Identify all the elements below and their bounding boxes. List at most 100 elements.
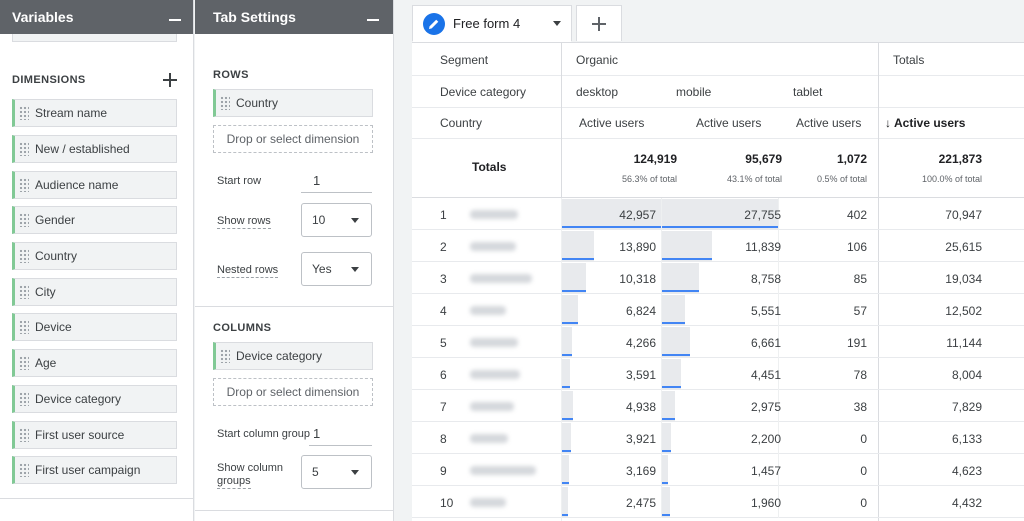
- pencil-icon[interactable]: [423, 12, 445, 35]
- cell-tablet[interactable]: 0: [860, 464, 867, 478]
- cell-tablet[interactable]: 57: [853, 304, 867, 318]
- drag-handle-icon[interactable]: [19, 392, 29, 406]
- cell-mobile[interactable]: 11,839: [745, 240, 781, 254]
- dimension-chip[interactable]: New / established: [12, 135, 177, 163]
- add-tab-button[interactable]: [576, 5, 622, 41]
- cell-mobile[interactable]: 5,551: [750, 304, 781, 318]
- dimension-chip[interactable]: Age: [12, 349, 177, 377]
- cell-desktop[interactable]: 6,824: [625, 304, 656, 318]
- cell-desktop[interactable]: 3,169: [625, 464, 656, 478]
- collapse-icon[interactable]: [367, 19, 379, 21]
- show-column-groups-select[interactable]: 5: [301, 455, 372, 489]
- drag-handle-icon[interactable]: [19, 320, 29, 334]
- report-canvas: Free form 4 Segment Organic Totals Devic…: [395, 0, 1024, 521]
- dimension-chip[interactable]: Device: [12, 313, 177, 341]
- mobile-bar: [662, 199, 778, 229]
- cell-total[interactable]: 25,615: [945, 240, 982, 254]
- cell-total[interactable]: 7,829: [951, 400, 982, 414]
- cell-total[interactable]: 19,034: [945, 272, 982, 286]
- cell-mobile[interactable]: 2,975: [750, 400, 781, 414]
- tab-menu-caret-icon[interactable]: [553, 21, 561, 26]
- cell-total[interactable]: 4,623: [951, 464, 982, 478]
- start-column-group-input[interactable]: 1: [313, 426, 321, 441]
- metric-header-mobile[interactable]: Active users: [696, 116, 762, 130]
- metric-header-tablet[interactable]: Active users: [796, 116, 862, 130]
- drag-handle-icon[interactable]: [19, 213, 29, 227]
- drag-handle-icon[interactable]: [19, 428, 29, 442]
- cell-tablet[interactable]: 38: [853, 400, 867, 414]
- cell-tablet[interactable]: 0: [860, 432, 867, 446]
- cell-desktop[interactable]: 10,318: [619, 272, 656, 286]
- dimension-chip[interactable]: Country: [12, 242, 177, 270]
- segment-value[interactable]: Organic: [576, 53, 619, 67]
- show-rows-select[interactable]: 10: [301, 203, 372, 237]
- cell-mobile[interactable]: 6,661: [750, 336, 781, 350]
- cell-total[interactable]: 70,947: [945, 208, 982, 222]
- rows-drop-zone[interactable]: Drop or select dimension: [213, 125, 373, 153]
- row-divider: [412, 325, 1024, 326]
- add-dimension-icon[interactable]: [163, 73, 177, 87]
- dimension-chip[interactable]: Gender: [12, 206, 177, 234]
- dimension-label: Device category: [35, 392, 122, 406]
- cell-mobile[interactable]: 1,457: [750, 464, 781, 478]
- drag-handle-icon[interactable]: [19, 356, 29, 370]
- row-rank: 9: [440, 464, 447, 478]
- cell-total[interactable]: 12,502: [945, 304, 982, 318]
- dimension-chip[interactable]: First user campaign: [12, 456, 177, 484]
- collapse-icon[interactable]: [169, 19, 181, 21]
- column-header-desktop[interactable]: desktop: [576, 85, 619, 99]
- start-row-input[interactable]: 1: [313, 173, 321, 188]
- drag-handle-icon[interactable]: [19, 142, 29, 156]
- cell-desktop[interactable]: 3,591: [625, 368, 656, 382]
- nested-rows-value: Yes: [312, 262, 332, 276]
- dimension-chip[interactable]: Device category: [12, 385, 177, 413]
- drag-handle-icon[interactable]: [19, 178, 29, 192]
- column-header-tablet[interactable]: tablet: [793, 85, 823, 99]
- cell-mobile[interactable]: 4,451: [750, 368, 781, 382]
- column-divider: [661, 422, 662, 454]
- cell-total[interactable]: 11,144: [946, 336, 982, 350]
- show-rows-label: Show rows: [217, 215, 271, 229]
- cell-desktop[interactable]: 4,266: [625, 336, 656, 350]
- cell-desktop[interactable]: 3,921: [625, 432, 656, 446]
- cell-desktop[interactable]: 42,957: [619, 208, 656, 222]
- sorted-metric-label: Active users: [894, 116, 966, 130]
- cell-total[interactable]: 6,133: [951, 432, 982, 446]
- total-all-percent: 100.0% of total: [921, 174, 982, 184]
- drag-handle-icon[interactable]: [19, 249, 29, 263]
- dimension-chip[interactable]: First user source: [12, 421, 177, 449]
- cell-mobile[interactable]: 2,200: [750, 432, 781, 446]
- rows-dimension-chip[interactable]: Country: [213, 89, 373, 117]
- column-header-mobile[interactable]: mobile: [676, 85, 712, 99]
- cell-mobile[interactable]: 8,758: [750, 272, 781, 286]
- cell-desktop[interactable]: 4,938: [625, 400, 656, 414]
- drag-handle-icon[interactable]: [220, 96, 230, 110]
- cell-tablet[interactable]: 402: [846, 208, 867, 222]
- cell-mobile[interactable]: 27,755: [744, 208, 781, 222]
- cell-tablet[interactable]: 106: [846, 240, 867, 254]
- cell-tablet[interactable]: 78: [853, 368, 867, 382]
- cell-desktop[interactable]: 13,890: [619, 240, 656, 254]
- drag-handle-icon[interactable]: [220, 349, 230, 363]
- cell-tablet[interactable]: 85: [853, 272, 867, 286]
- cell-tablet[interactable]: 0: [860, 496, 867, 510]
- nested-rows-select[interactable]: Yes: [301, 252, 372, 286]
- cell-desktop[interactable]: 2,475: [625, 496, 656, 510]
- tab-free-form[interactable]: Free form 4: [412, 5, 572, 42]
- drag-handle-icon[interactable]: [19, 463, 29, 477]
- dimension-chip[interactable]: Stream name: [12, 99, 177, 127]
- cell-mobile[interactable]: 1,960: [750, 496, 781, 510]
- dimension-chip[interactable]: Audience name: [12, 171, 177, 199]
- cell-tablet[interactable]: 191: [846, 336, 867, 350]
- columns-drop-zone[interactable]: Drop or select dimension: [213, 378, 373, 406]
- drag-handle-icon[interactable]: [19, 106, 29, 120]
- cell-total[interactable]: 8,004: [951, 368, 982, 382]
- dimension-chip[interactable]: City: [12, 278, 177, 306]
- columns-dimension-chip[interactable]: Device category: [213, 342, 373, 370]
- row-rank: 10: [440, 496, 454, 510]
- metric-header-total[interactable]: ↓ Active users: [885, 116, 965, 130]
- cell-total[interactable]: 4,432: [951, 496, 982, 510]
- metric-header-desktop[interactable]: Active users: [579, 116, 645, 130]
- drag-handle-icon[interactable]: [19, 285, 29, 299]
- row-rank: 3: [440, 272, 447, 286]
